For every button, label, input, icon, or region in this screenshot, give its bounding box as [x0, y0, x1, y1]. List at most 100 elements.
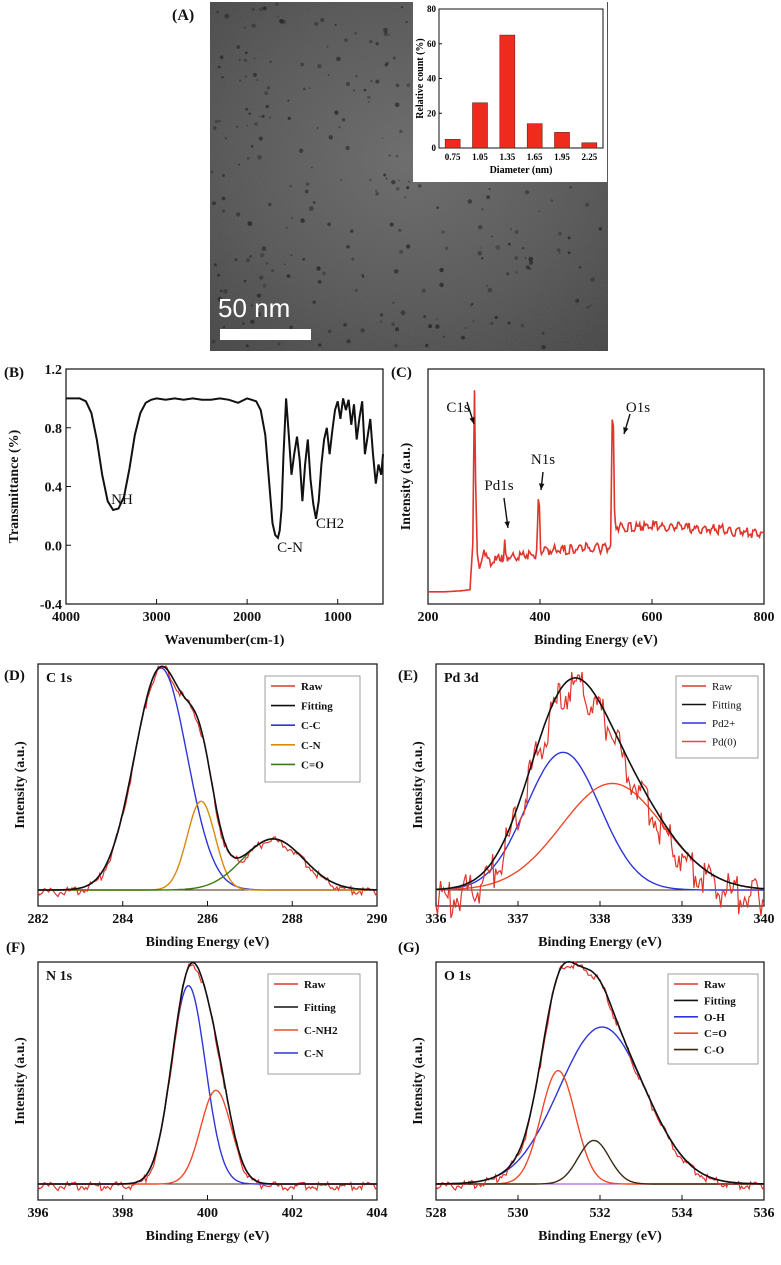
- x-tick-label: 800: [754, 610, 775, 625]
- nanoparticle: [248, 112, 251, 115]
- nanoparticle: [421, 288, 426, 293]
- nanoparticle: [355, 75, 358, 78]
- legend-label: Raw: [704, 979, 725, 991]
- nanoparticle: [302, 258, 306, 261]
- nanoparticle: [395, 327, 400, 332]
- nanoparticle: [217, 296, 223, 302]
- x-tick-label: 530: [508, 1206, 529, 1221]
- raw-line: [435, 671, 765, 919]
- nanoparticle: [538, 210, 541, 213]
- nanoparticle: [436, 206, 440, 210]
- nanoparticle: [246, 156, 250, 160]
- legend-label: Raw: [301, 681, 322, 693]
- nanoparticle: [305, 182, 310, 186]
- legend-box: [667, 973, 759, 1065]
- x-tick-label: 3000: [143, 610, 171, 625]
- nanoparticle: [284, 263, 286, 266]
- nanoparticle: [514, 256, 519, 260]
- nanoparticle: [287, 99, 290, 102]
- hist-xlabel: Diameter (nm): [490, 165, 553, 176]
- nanoparticle: [351, 257, 355, 261]
- nanoparticle: [567, 236, 571, 240]
- nanoparticle: [375, 42, 379, 46]
- nanoparticle: [487, 287, 493, 293]
- x-tick-label: 532: [590, 1206, 611, 1221]
- panel-label-f: (F): [6, 940, 25, 956]
- nanoparticle: [461, 335, 465, 340]
- nanoparticle: [316, 127, 319, 129]
- nanoparticle: [252, 8, 255, 11]
- nanoparticle: [405, 20, 408, 24]
- nanoparticle: [235, 212, 241, 217]
- nanoparticle: [400, 310, 406, 316]
- nanoparticle: [388, 34, 391, 36]
- nanoparticle: [289, 184, 293, 188]
- panel-title: Pd 3d: [444, 671, 479, 686]
- x-tick-label: 396: [28, 1206, 49, 1221]
- y-axis-label: Intensity (a.u.): [399, 442, 414, 530]
- nanoparticle: [238, 163, 240, 166]
- nanoparticle: [279, 19, 284, 24]
- nanoparticle: [219, 55, 224, 60]
- nanoparticle: [383, 173, 387, 177]
- panel-label-g: (G): [398, 940, 420, 956]
- nanoparticle: [269, 116, 271, 119]
- nanoparticle: [217, 273, 221, 277]
- nanoparticle: [528, 267, 532, 270]
- nanoparticle: [394, 343, 398, 348]
- nanoparticle: [506, 272, 510, 276]
- nanoparticle: [395, 83, 400, 88]
- nanoparticle: [541, 331, 545, 335]
- survey-annotation: O1s: [626, 400, 650, 416]
- nanoparticle: [400, 6, 404, 9]
- y-tick-label: 0.8: [45, 422, 63, 437]
- nanoparticle: [222, 289, 228, 294]
- nanoparticle: [250, 319, 255, 324]
- nanoparticle: [291, 217, 294, 219]
- annotation-nh: NH: [111, 492, 133, 508]
- nanoparticle: [471, 302, 474, 306]
- x-tick-label: 286: [197, 912, 218, 927]
- x-tick-label: 288: [282, 912, 303, 927]
- nanoparticle: [550, 199, 554, 202]
- nanoparticle: [567, 251, 571, 255]
- o1s-chart: 528 530 532 534 536 O 1s Binding Energy (eV) In…: [411, 960, 775, 1244]
- nanoparticle: [224, 13, 230, 19]
- nanoparticle: [304, 189, 309, 194]
- nanoparticle: [375, 192, 380, 196]
- x-tick-label: 4000: [52, 610, 80, 625]
- nanoparticle: [510, 228, 512, 231]
- nanoparticle: [520, 323, 525, 328]
- nanoparticle: [234, 258, 238, 262]
- x-tick-label: 336: [426, 912, 447, 927]
- xps-survey-chart: 200 400 600 800 Binding Energy (eV) Intensity…: [399, 368, 775, 648]
- nanoparticle: [219, 289, 223, 293]
- nanoparticle: [246, 124, 249, 127]
- nanoparticle: [477, 250, 483, 256]
- panel-label-b: (B): [4, 365, 24, 381]
- nanoparticle: [435, 324, 440, 329]
- nanoparticle: [259, 253, 265, 258]
- hist-bar: [554, 132, 570, 149]
- nanoparticle: [361, 273, 365, 277]
- x-tick-label: 282: [28, 912, 49, 927]
- panel-a: (A) 50 nm 0 20 40 60 80 0.75 1.05 1.35 1.65 1.95 2…: [172, 2, 608, 351]
- fitting-line: [38, 961, 377, 1185]
- panel-label-c: (C): [391, 365, 412, 381]
- nanoparticle: [407, 180, 410, 183]
- nanoparticle: [528, 256, 533, 262]
- nanoparticle: [314, 21, 319, 26]
- nanoparticle: [222, 325, 226, 329]
- nanoparticle: [289, 325, 293, 329]
- hist-bar: [499, 34, 516, 149]
- legend-label: C-C: [301, 720, 321, 732]
- component-c-o: [436, 1139, 764, 1185]
- x-tick-label: 338: [590, 912, 611, 927]
- nanoparticle: [322, 271, 326, 276]
- panel-title: C 1s: [46, 671, 73, 686]
- nanoparticle: [338, 126, 341, 129]
- nanoparticle: [311, 166, 313, 169]
- y-tick-label: 0.4: [45, 481, 63, 496]
- nanoparticle: [259, 115, 261, 118]
- nanoparticle: [399, 129, 403, 134]
